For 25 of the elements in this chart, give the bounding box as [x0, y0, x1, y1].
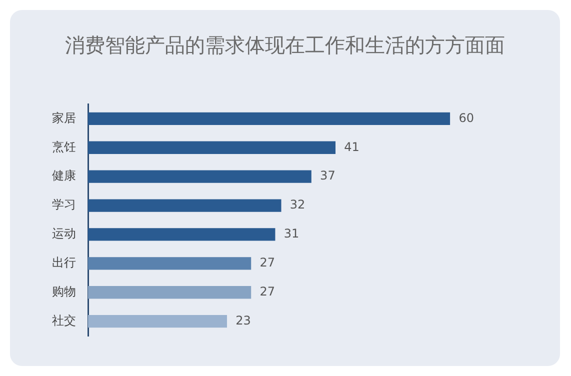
- y-tick-label: 社交: [52, 313, 76, 328]
- bar: [88, 228, 276, 241]
- data-label: 32: [290, 198, 306, 212]
- bar: [88, 286, 252, 299]
- data-label: 31: [284, 226, 300, 241]
- y-tick-label: 学习: [52, 198, 76, 212]
- y-tick-label: 烹饪: [52, 140, 76, 154]
- data-label: 27: [260, 256, 276, 270]
- bar: [88, 257, 252, 270]
- data-label: 23: [236, 313, 251, 328]
- y-tick-label: 运动: [52, 226, 76, 241]
- bar: [88, 314, 227, 328]
- data-label: 37: [320, 168, 336, 183]
- y-tick-label: 购物: [52, 284, 76, 298]
- y-tick-label: 健康: [52, 168, 76, 183]
- data-label: 27: [260, 284, 276, 298]
- y-tick-label: 家居: [52, 110, 76, 125]
- bar: [88, 199, 282, 212]
- y-tick-label: 出行: [52, 256, 76, 270]
- bar: [88, 170, 312, 183]
- data-label: 60: [458, 110, 474, 125]
- bar: [88, 141, 336, 154]
- bar: [88, 112, 450, 126]
- chart-title: 消费智能产品的需求体现在工作和生活的方方面面: [64, 32, 506, 59]
- data-label: 41: [344, 140, 360, 154]
